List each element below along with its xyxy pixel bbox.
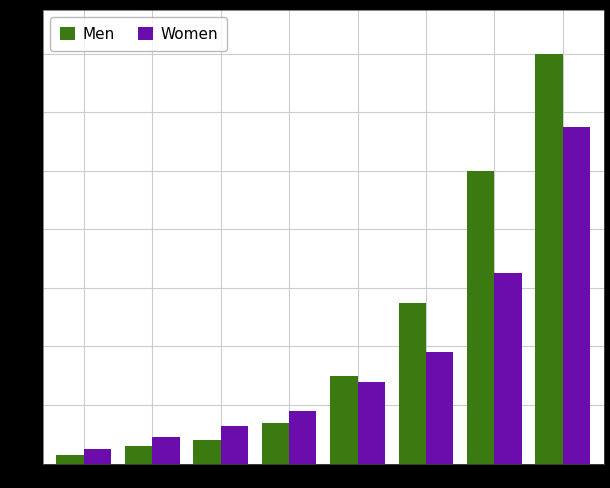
Bar	[536, 54, 563, 464]
Bar	[193, 440, 221, 464]
Bar	[289, 411, 317, 464]
Bar	[494, 273, 522, 464]
Bar	[426, 352, 453, 464]
Bar	[152, 437, 179, 464]
Legend: Men, Women: Men, Women	[51, 18, 228, 51]
Bar	[467, 171, 494, 464]
Bar	[84, 449, 111, 464]
Bar	[563, 127, 590, 464]
Bar	[221, 426, 248, 464]
Bar	[357, 382, 385, 464]
Bar	[262, 423, 289, 464]
Bar	[398, 303, 426, 464]
Bar	[330, 376, 357, 464]
Bar	[56, 455, 84, 464]
Bar	[125, 446, 152, 464]
